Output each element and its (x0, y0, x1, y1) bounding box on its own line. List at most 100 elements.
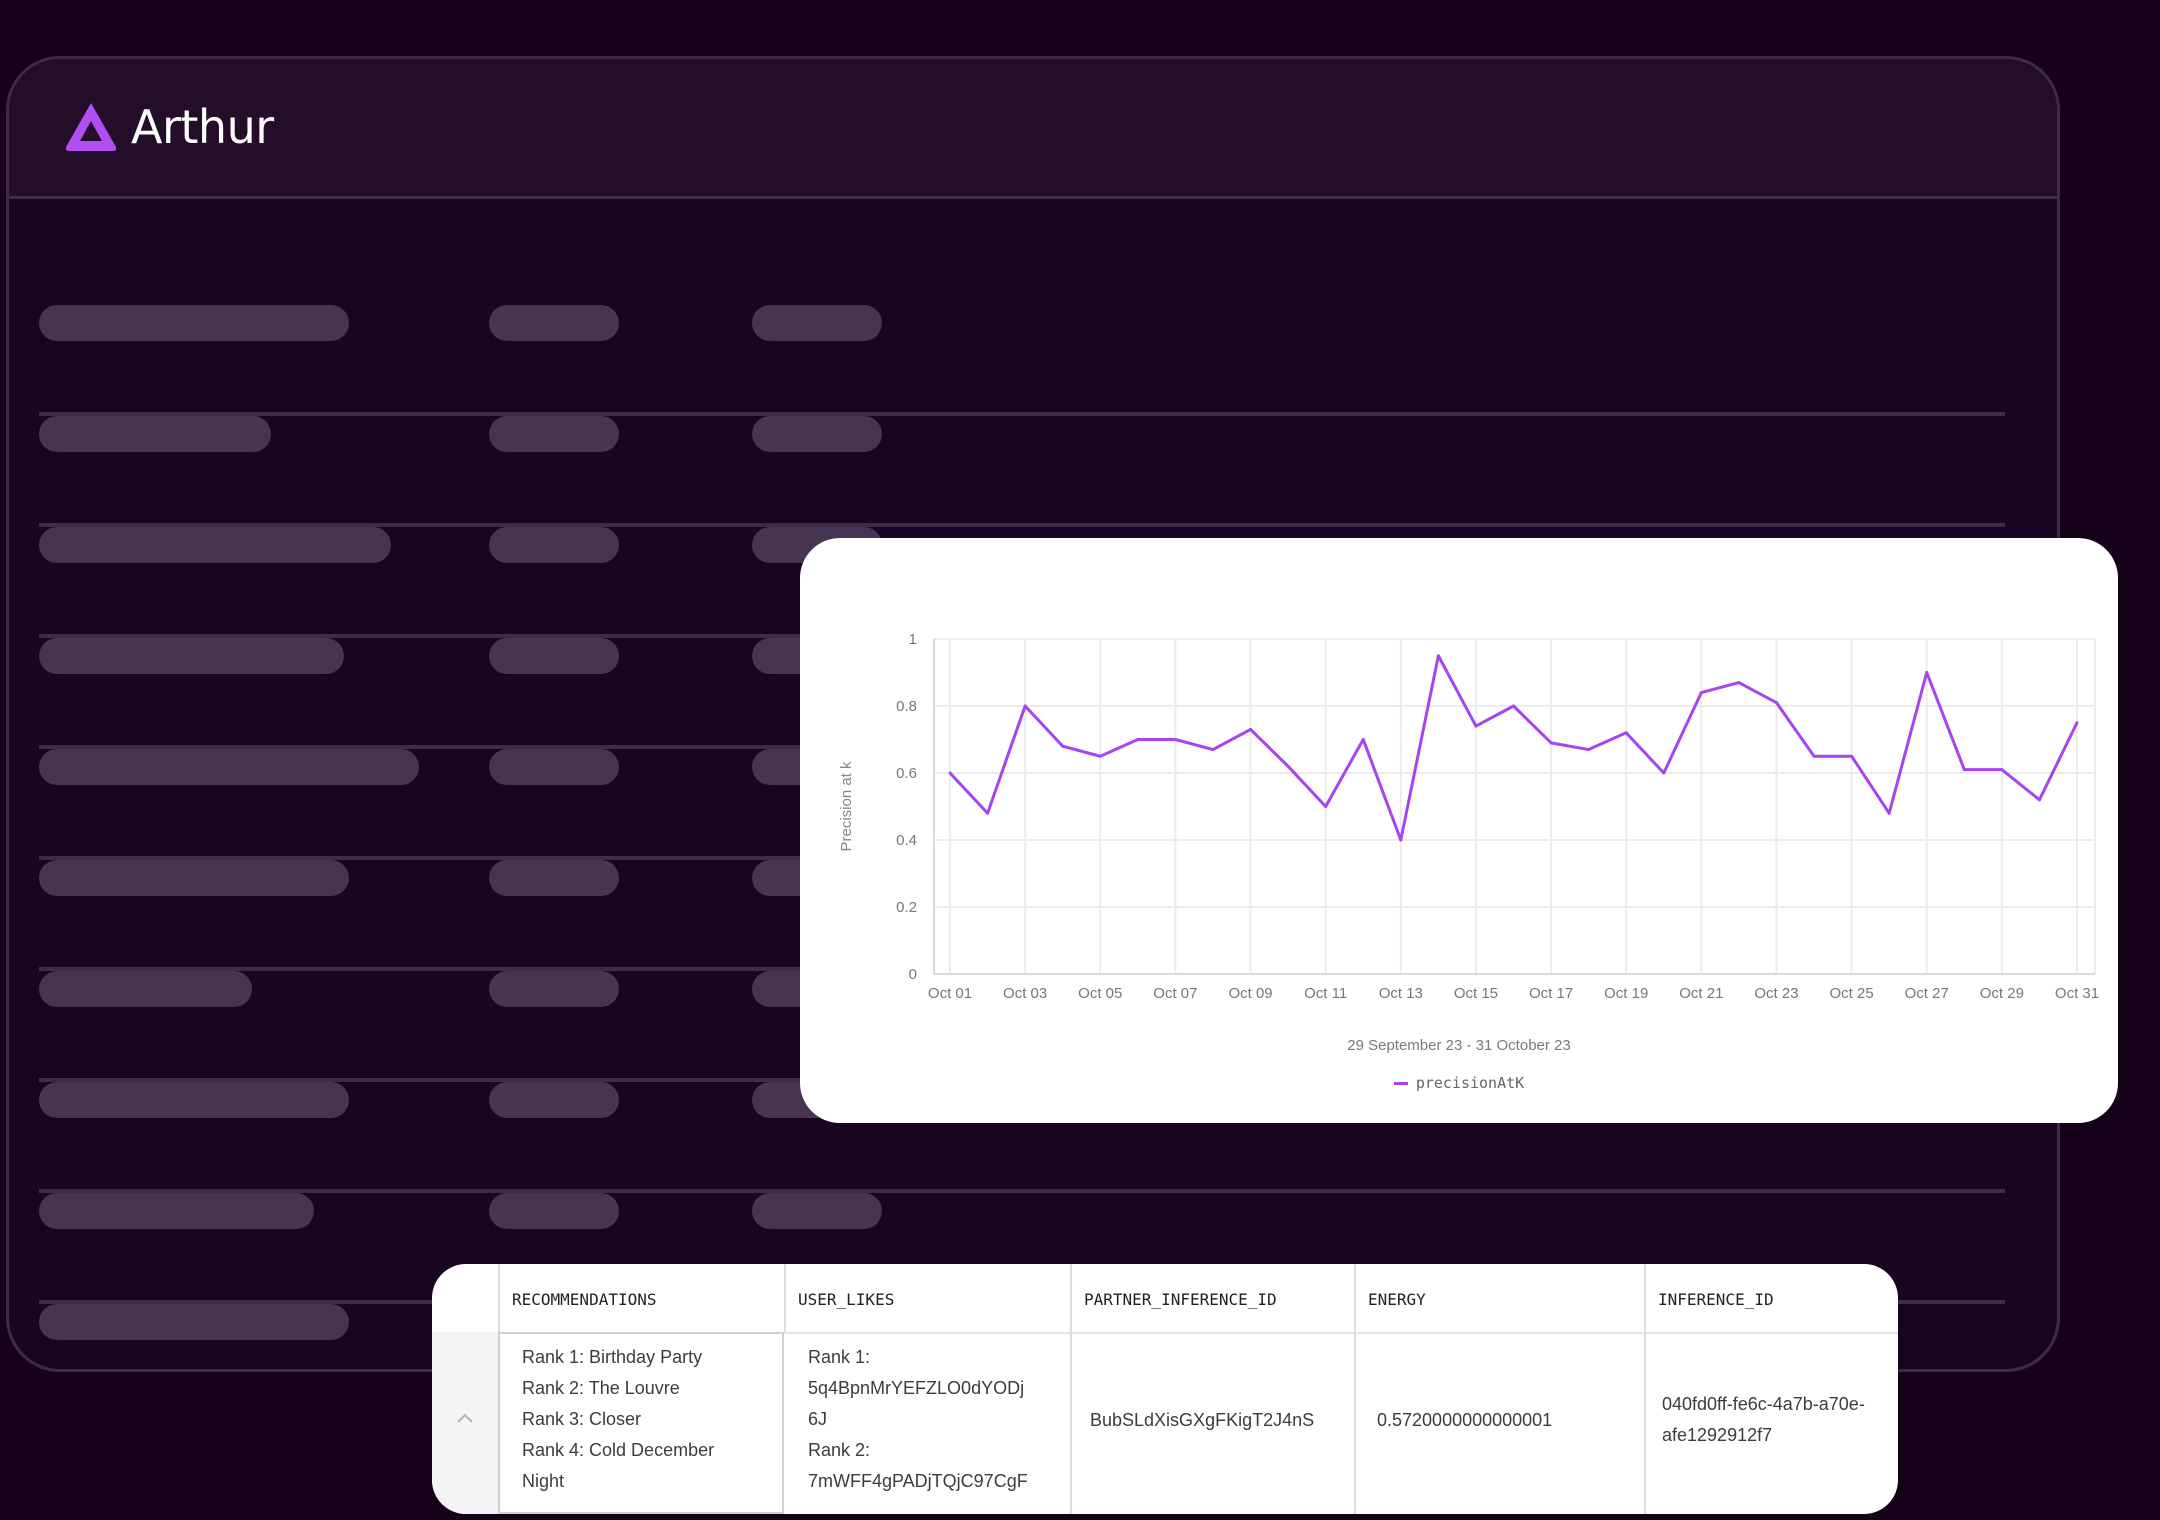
data-point (1211, 748, 1215, 752)
column-title: PARTNER_INFERENCE_ID (1084, 1290, 1277, 1309)
data-point (1587, 748, 1591, 752)
x-tick-label: Oct 11 (1304, 985, 1347, 1002)
x-tick-label: Oct 03 (1003, 985, 1047, 1002)
table-row[interactable]: Rank 1: Birthday Party Rank 2: The Louvr… (432, 1332, 1898, 1514)
skeleton-pill (39, 416, 271, 452)
data-point (1624, 731, 1628, 735)
cell-line: Rank 2: (808, 1440, 871, 1460)
data-point (1361, 738, 1365, 741)
skeleton-pill (39, 527, 391, 563)
x-tick-label: Oct 15 (1454, 985, 1498, 1002)
x-tick-label: Oct 23 (1754, 985, 1798, 1002)
column-title: USER_LIKES (798, 1290, 895, 1309)
data-point (1399, 838, 1403, 842)
cell-line: Rank 2: The Louvre (522, 1378, 680, 1398)
chevron-up-icon (457, 1413, 473, 1423)
data-point (1023, 704, 1027, 708)
skeleton-row (39, 305, 2005, 416)
cell-line: 7mWFF4gPADjTQjC97CgF (808, 1471, 1028, 1491)
data-point (1699, 691, 1703, 695)
column-header-partner-inference-id[interactable]: PARTNER_INFERENCE_ID (1070, 1264, 1354, 1332)
data-point (1249, 727, 1253, 731)
skeleton-row (39, 1082, 2005, 1193)
data-point (1173, 738, 1177, 741)
x-tick-label: Oct 09 (1228, 985, 1272, 1002)
arthur-logo-icon (65, 103, 117, 151)
skeleton-pill (489, 305, 619, 341)
x-tick-label: Oct 19 (1604, 985, 1648, 1002)
cell-line: Rank 4: Cold December (522, 1440, 715, 1460)
skeleton-pill (39, 1304, 349, 1340)
chart-date-range: 29 September 23 - 31 October 23 (1347, 1037, 1571, 1054)
cell-energy[interactable]: 0.5720000000000001 (1377, 1405, 1552, 1436)
series-line-precisionAtK (948, 654, 2079, 842)
column-title: INFERENCE_ID (1658, 1290, 1774, 1309)
row-toggle[interactable] (432, 1332, 498, 1514)
column-header-user-likes[interactable]: USER_LIKES (784, 1264, 1070, 1332)
data-point (1286, 764, 1290, 768)
precision-chart: 0 0.2 0.4 0.6 0.8 1 Oct 01 Oct 03 Oct 05 Oct 07 Oc… (838, 631, 2099, 1002)
cell-partner-inference-id[interactable]: BubSLdXisGXgFKigT2J4nS (1090, 1405, 1314, 1436)
data-point (2000, 768, 2004, 772)
cell-line: 6J (808, 1409, 828, 1429)
cell-divider (1354, 1332, 1644, 1514)
skeleton-row (39, 416, 2005, 527)
data-point (948, 771, 952, 775)
skeleton-divider (39, 412, 2005, 416)
skeleton-pill (39, 860, 349, 896)
brand-name: Arthur (131, 100, 274, 154)
y-tick-label: 0 (909, 966, 917, 983)
data-point (1136, 738, 1140, 741)
column-header-energy[interactable]: ENERGY (1354, 1264, 1644, 1332)
cell-line: Rank 3: Closer (522, 1409, 642, 1429)
x-tick-label: Oct 13 (1379, 985, 1423, 1002)
x-tick-label: Oct 29 (1980, 985, 2024, 1002)
cell-line: afe1292912f7 (1662, 1425, 1773, 1445)
x-tick-label: Oct 27 (1905, 985, 1949, 1002)
y-tick-label: 1 (909, 631, 917, 648)
skeleton-pill (752, 416, 882, 452)
y-tick-label: 0.2 (896, 899, 917, 916)
column-title: ENERGY (1368, 1290, 1426, 1309)
skeleton-pill (39, 971, 252, 1007)
cell-recommendations[interactable]: Rank 1: Birthday Party Rank 2: The Louvr… (522, 1342, 714, 1497)
cell-line: Rank 1: (808, 1347, 871, 1367)
chart-card: 0 0.2 0.4 0.6 0.8 1 Oct 01 Oct 03 Oct 05 Oct 07 Oc… (800, 538, 2118, 1123)
skeleton-pill (752, 1193, 882, 1229)
legend-swatch (1393, 1081, 1408, 1085)
skeleton-pill (489, 971, 619, 1007)
data-point (1474, 724, 1478, 728)
data-point (2075, 721, 2079, 725)
skeleton-pill (489, 416, 619, 452)
skeleton-pill (39, 305, 349, 341)
cell-line: Rank 1: Birthday Party (522, 1347, 703, 1367)
column-header-recommendations[interactable]: RECOMMENDATIONS (498, 1264, 784, 1332)
cell-line: 040fd0ff-fe6c-4a7b-a70e- (1662, 1394, 1865, 1414)
data-point (986, 811, 990, 815)
skeleton-divider (39, 1189, 2005, 1193)
logo[interactable]: Arthur (63, 99, 274, 155)
data-point (1098, 754, 1102, 758)
data-point (1512, 704, 1515, 708)
x-tick-label: Oct 31 (2055, 985, 2099, 1002)
y-tick-label: 0.6 (896, 765, 917, 782)
cell-inference-id[interactable]: 040fd0ff-fe6c-4a7b-a70e- afe1292912f7 (1662, 1389, 1865, 1451)
cell-line: 0.5720000000000001 (1377, 1410, 1553, 1430)
y-tick-label: 0.4 (896, 832, 917, 849)
skeleton-pill (489, 527, 619, 563)
data-point (1061, 744, 1065, 748)
x-tick-label: Oct 25 (1830, 985, 1874, 1002)
column-title: RECOMMENDATIONS (512, 1290, 657, 1309)
data-point (1850, 754, 1854, 758)
data-point (1925, 671, 1929, 674)
table-header: RECOMMENDATIONS USER_LIKES PARTNER_INFER… (432, 1264, 1898, 1334)
skeleton-pill (489, 638, 619, 674)
column-header-inference-id[interactable]: INFERENCE_ID (1644, 1264, 1898, 1332)
cell-user-likes[interactable]: Rank 1: 5q4BpnMrYEFZLO0dYODj 6J Rank 2: … (808, 1342, 1028, 1497)
skeleton-pill (39, 749, 419, 785)
data-point (1962, 768, 1966, 772)
data-point (1436, 654, 1440, 658)
chart-legend[interactable]: precisionAtK (800, 1074, 2118, 1092)
x-tick-label: Oct 05 (1078, 985, 1122, 1002)
data-point (1774, 701, 1778, 705)
